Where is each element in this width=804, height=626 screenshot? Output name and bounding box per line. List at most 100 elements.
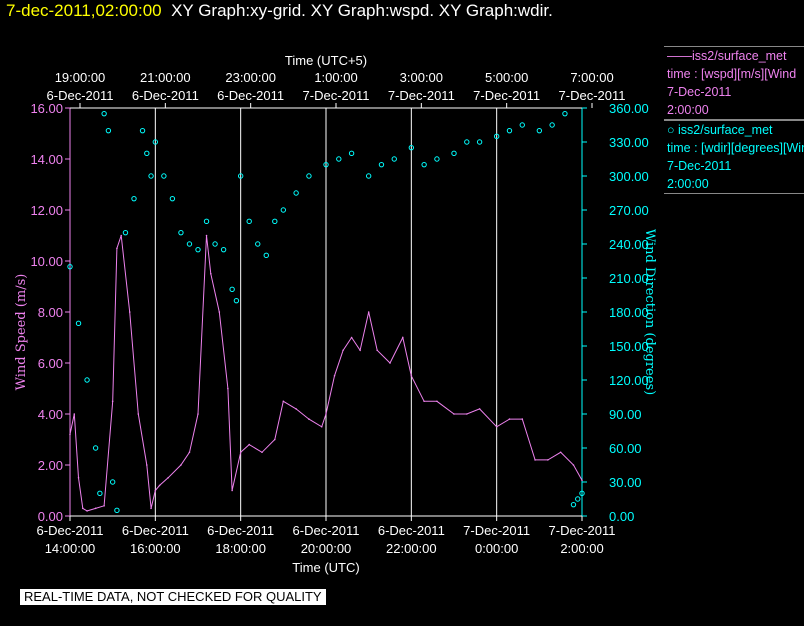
left-tick-label: 0.00 — [38, 509, 63, 524]
top-tick-date: 6-Dec-2011 — [217, 88, 284, 103]
wind-direction-point — [280, 207, 287, 213]
wind-speed-point — [325, 413, 327, 415]
legend-description: time : [wdir][degrees][Win — [667, 141, 804, 155]
wind-speed-point — [210, 272, 212, 275]
wind-speed-point — [282, 400, 285, 403]
wind-direction-point — [575, 496, 581, 502]
right-tick-label: 330.00 — [609, 135, 649, 150]
wind-speed-point — [94, 507, 97, 510]
right-tick-label: 240.00 — [609, 237, 649, 252]
left-tick-label: 2.00 — [38, 458, 63, 473]
wind-direction-point — [336, 156, 342, 162]
wind-direction-point — [323, 161, 329, 168]
wind-direction-point — [144, 150, 150, 157]
wind-direction-point — [408, 144, 415, 151]
wind-speed-point — [231, 489, 233, 492]
wind-direction-point — [75, 320, 82, 327]
wind-speed-point — [227, 387, 229, 390]
wind-speed-point — [77, 476, 80, 479]
legend-date: 7-Dec-2011 — [667, 85, 732, 99]
bottom-tick-time: 20:00:00 — [301, 541, 352, 556]
wind-speed-point — [367, 311, 370, 313]
wind-direction-point — [148, 173, 154, 179]
wind-speed-point — [333, 374, 336, 377]
wind-speed-point — [82, 507, 84, 510]
wind-direction-point — [464, 139, 470, 145]
legend-series-name: iss2/surface_met — [678, 123, 773, 137]
wind-speed-point — [218, 311, 221, 313]
left-axis-title: Wind Speed (m/s) — [14, 274, 29, 391]
wind-direction-point — [67, 263, 73, 270]
bottom-tick-date: 7-Dec-2011 — [549, 523, 616, 538]
wind-speed-point — [137, 413, 140, 415]
right-tick-label: 180.00 — [609, 305, 649, 320]
wind-speed-point — [495, 425, 498, 428]
top-tick-date: 7-Dec-2011 — [559, 88, 626, 103]
left-tick-label: 8.00 — [38, 305, 63, 320]
right-tick-label: 60.00 — [609, 441, 642, 456]
wind-direction-point — [186, 241, 193, 247]
legend-description: time : [wspd][m/s][Wind — [667, 67, 797, 81]
wind-direction-point — [84, 377, 90, 383]
wind-direction-point — [178, 229, 184, 236]
wind-speed-point — [69, 433, 71, 436]
legend: —— iss2/surface_met time : [wspd][m/s][Wi… — [664, 46, 804, 194]
wind-direction-point — [421, 161, 427, 168]
bottom-tick-date: 6-Dec-2011 — [293, 523, 360, 538]
wind-direction-point — [519, 122, 525, 128]
legend-date: 7-Dec-2011 — [667, 159, 732, 173]
bottom-tick-date: 7-Dec-2011 — [463, 523, 530, 538]
wind-speed-point — [466, 413, 468, 415]
wind-direction-point — [549, 122, 555, 128]
wind-speed-point — [248, 443, 250, 446]
wind-direction-point — [391, 156, 397, 162]
wind-direction-point — [476, 139, 483, 145]
left-tick-label: 10.00 — [30, 254, 63, 269]
wind-speed-point — [410, 374, 413, 377]
wind-speed-point — [402, 336, 404, 339]
legend-entry-wspd: ——iss2/surface_met time : [wspd][m/s][Wi… — [664, 46, 804, 120]
wind-direction-point — [161, 173, 167, 179]
top-tick-time: 23:00:00 — [225, 70, 276, 85]
wind-direction-point — [92, 445, 99, 451]
wind-direction-point — [212, 241, 218, 247]
legend-time: 2:00:00 — [667, 103, 709, 117]
wind-direction-point — [255, 241, 261, 247]
wind-speed-point — [389, 362, 391, 364]
wind-direction-point — [229, 286, 235, 293]
wind-speed-point — [120, 234, 122, 237]
wind-speed-point — [116, 247, 118, 250]
right-tick-label: 30.00 — [609, 475, 642, 490]
wind-speed-point — [154, 489, 157, 492]
wind-speed-point — [188, 451, 191, 454]
wind-direction-point — [122, 229, 129, 236]
wind-direction-point — [203, 218, 210, 225]
wind-speed-point — [295, 408, 297, 410]
right-tick-label: 120.00 — [609, 373, 649, 388]
wind-speed-point — [239, 451, 242, 454]
wind-speed-point — [103, 505, 105, 507]
wind-direction-point — [451, 150, 457, 157]
header-graph-list: XY Graph:xy-grid. XY Graph:wspd. XY Grap… — [171, 1, 553, 20]
wind-speed-point — [308, 418, 310, 420]
wind-speed-point — [436, 400, 438, 403]
wind-speed-point — [359, 349, 361, 352]
wind-speed-point — [180, 464, 182, 466]
wind-direction-point — [536, 127, 543, 134]
wind-speed-point — [453, 413, 455, 415]
wind-direction-point — [493, 133, 500, 140]
bottom-tick-date: 6-Dec-2011 — [122, 523, 189, 538]
top-tick-date: 7-Dec-2011 — [388, 88, 455, 103]
top-tick-time: 19:00:00 — [55, 70, 106, 85]
wind-direction-point — [97, 490, 103, 497]
wind-speed-point — [423, 400, 425, 403]
wind-speed-point — [261, 451, 263, 454]
wind-speed-point — [478, 408, 481, 410]
wind-speed-point — [534, 459, 536, 461]
header: 7-dec-2011,02:00:00 XY Graph:xy-grid. XY… — [6, 1, 553, 21]
wind-direction-point — [506, 127, 513, 134]
bottom-tick-date: 6-Dec-2011 — [207, 523, 274, 538]
legend-line-marker: —— — [667, 49, 692, 63]
top-tick-time: 1:00:00 — [314, 70, 357, 85]
